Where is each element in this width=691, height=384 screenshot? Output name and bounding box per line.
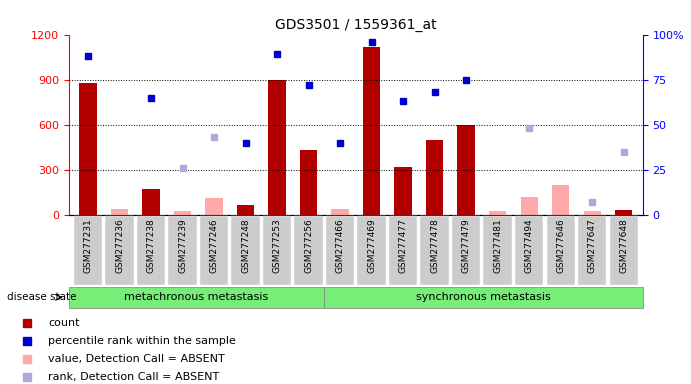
Bar [552,185,569,215]
FancyBboxPatch shape [324,286,643,308]
Bar [520,197,538,215]
Text: synchronous metastasis: synchronous metastasis [416,292,551,302]
FancyBboxPatch shape [74,217,102,285]
Text: GSM277469: GSM277469 [367,218,376,273]
FancyBboxPatch shape [420,217,449,285]
Bar [583,210,601,215]
FancyBboxPatch shape [231,217,260,285]
Text: GSM277648: GSM277648 [619,218,628,273]
Bar [300,151,317,215]
Bar [615,210,632,215]
Text: GSM277231: GSM277231 [84,218,93,273]
Bar [332,209,349,215]
Text: GSM277647: GSM277647 [588,218,597,273]
Text: GSM277466: GSM277466 [336,218,345,273]
Text: GSM277236: GSM277236 [115,218,124,273]
Bar [237,205,254,215]
Bar [489,210,507,215]
FancyBboxPatch shape [609,217,638,285]
Text: GSM277253: GSM277253 [272,218,282,273]
Text: value, Detection Call = ABSENT: value, Detection Call = ABSENT [48,354,225,364]
Bar [205,199,223,215]
Text: rank, Detection Call = ABSENT: rank, Detection Call = ABSENT [48,371,219,382]
FancyBboxPatch shape [484,217,512,285]
Title: GDS3501 / 1559361_at: GDS3501 / 1559361_at [275,18,437,32]
Text: count: count [48,318,79,328]
Text: GSM277248: GSM277248 [241,218,250,273]
FancyBboxPatch shape [169,217,197,285]
Bar [174,210,191,215]
Bar [363,46,380,215]
FancyBboxPatch shape [263,217,292,285]
Text: GSM277477: GSM277477 [399,218,408,273]
FancyBboxPatch shape [515,217,543,285]
FancyBboxPatch shape [547,217,575,285]
Text: GSM277238: GSM277238 [146,218,155,273]
Text: GSM277494: GSM277494 [524,218,533,273]
Bar [111,209,129,215]
FancyBboxPatch shape [105,217,133,285]
Text: GSM277479: GSM277479 [462,218,471,273]
Text: GSM277478: GSM277478 [430,218,439,273]
FancyBboxPatch shape [200,217,228,285]
Bar [395,167,412,215]
FancyBboxPatch shape [578,217,607,285]
FancyBboxPatch shape [389,217,417,285]
Text: disease state: disease state [7,292,77,302]
Text: GSM277481: GSM277481 [493,218,502,273]
Text: GSM277246: GSM277246 [209,218,218,273]
FancyBboxPatch shape [137,217,165,285]
Bar [426,140,444,215]
Bar [142,189,160,215]
Text: GSM277256: GSM277256 [304,218,313,273]
Text: metachronous metastasis: metachronous metastasis [124,292,269,302]
FancyBboxPatch shape [452,217,480,285]
FancyBboxPatch shape [294,217,323,285]
Bar [268,80,286,215]
FancyBboxPatch shape [357,217,386,285]
Bar [457,125,475,215]
Text: GSM277646: GSM277646 [556,218,565,273]
FancyBboxPatch shape [69,286,324,308]
Text: GSM277239: GSM277239 [178,218,187,273]
Text: percentile rank within the sample: percentile rank within the sample [48,336,236,346]
Bar [79,83,97,215]
FancyBboxPatch shape [326,217,354,285]
